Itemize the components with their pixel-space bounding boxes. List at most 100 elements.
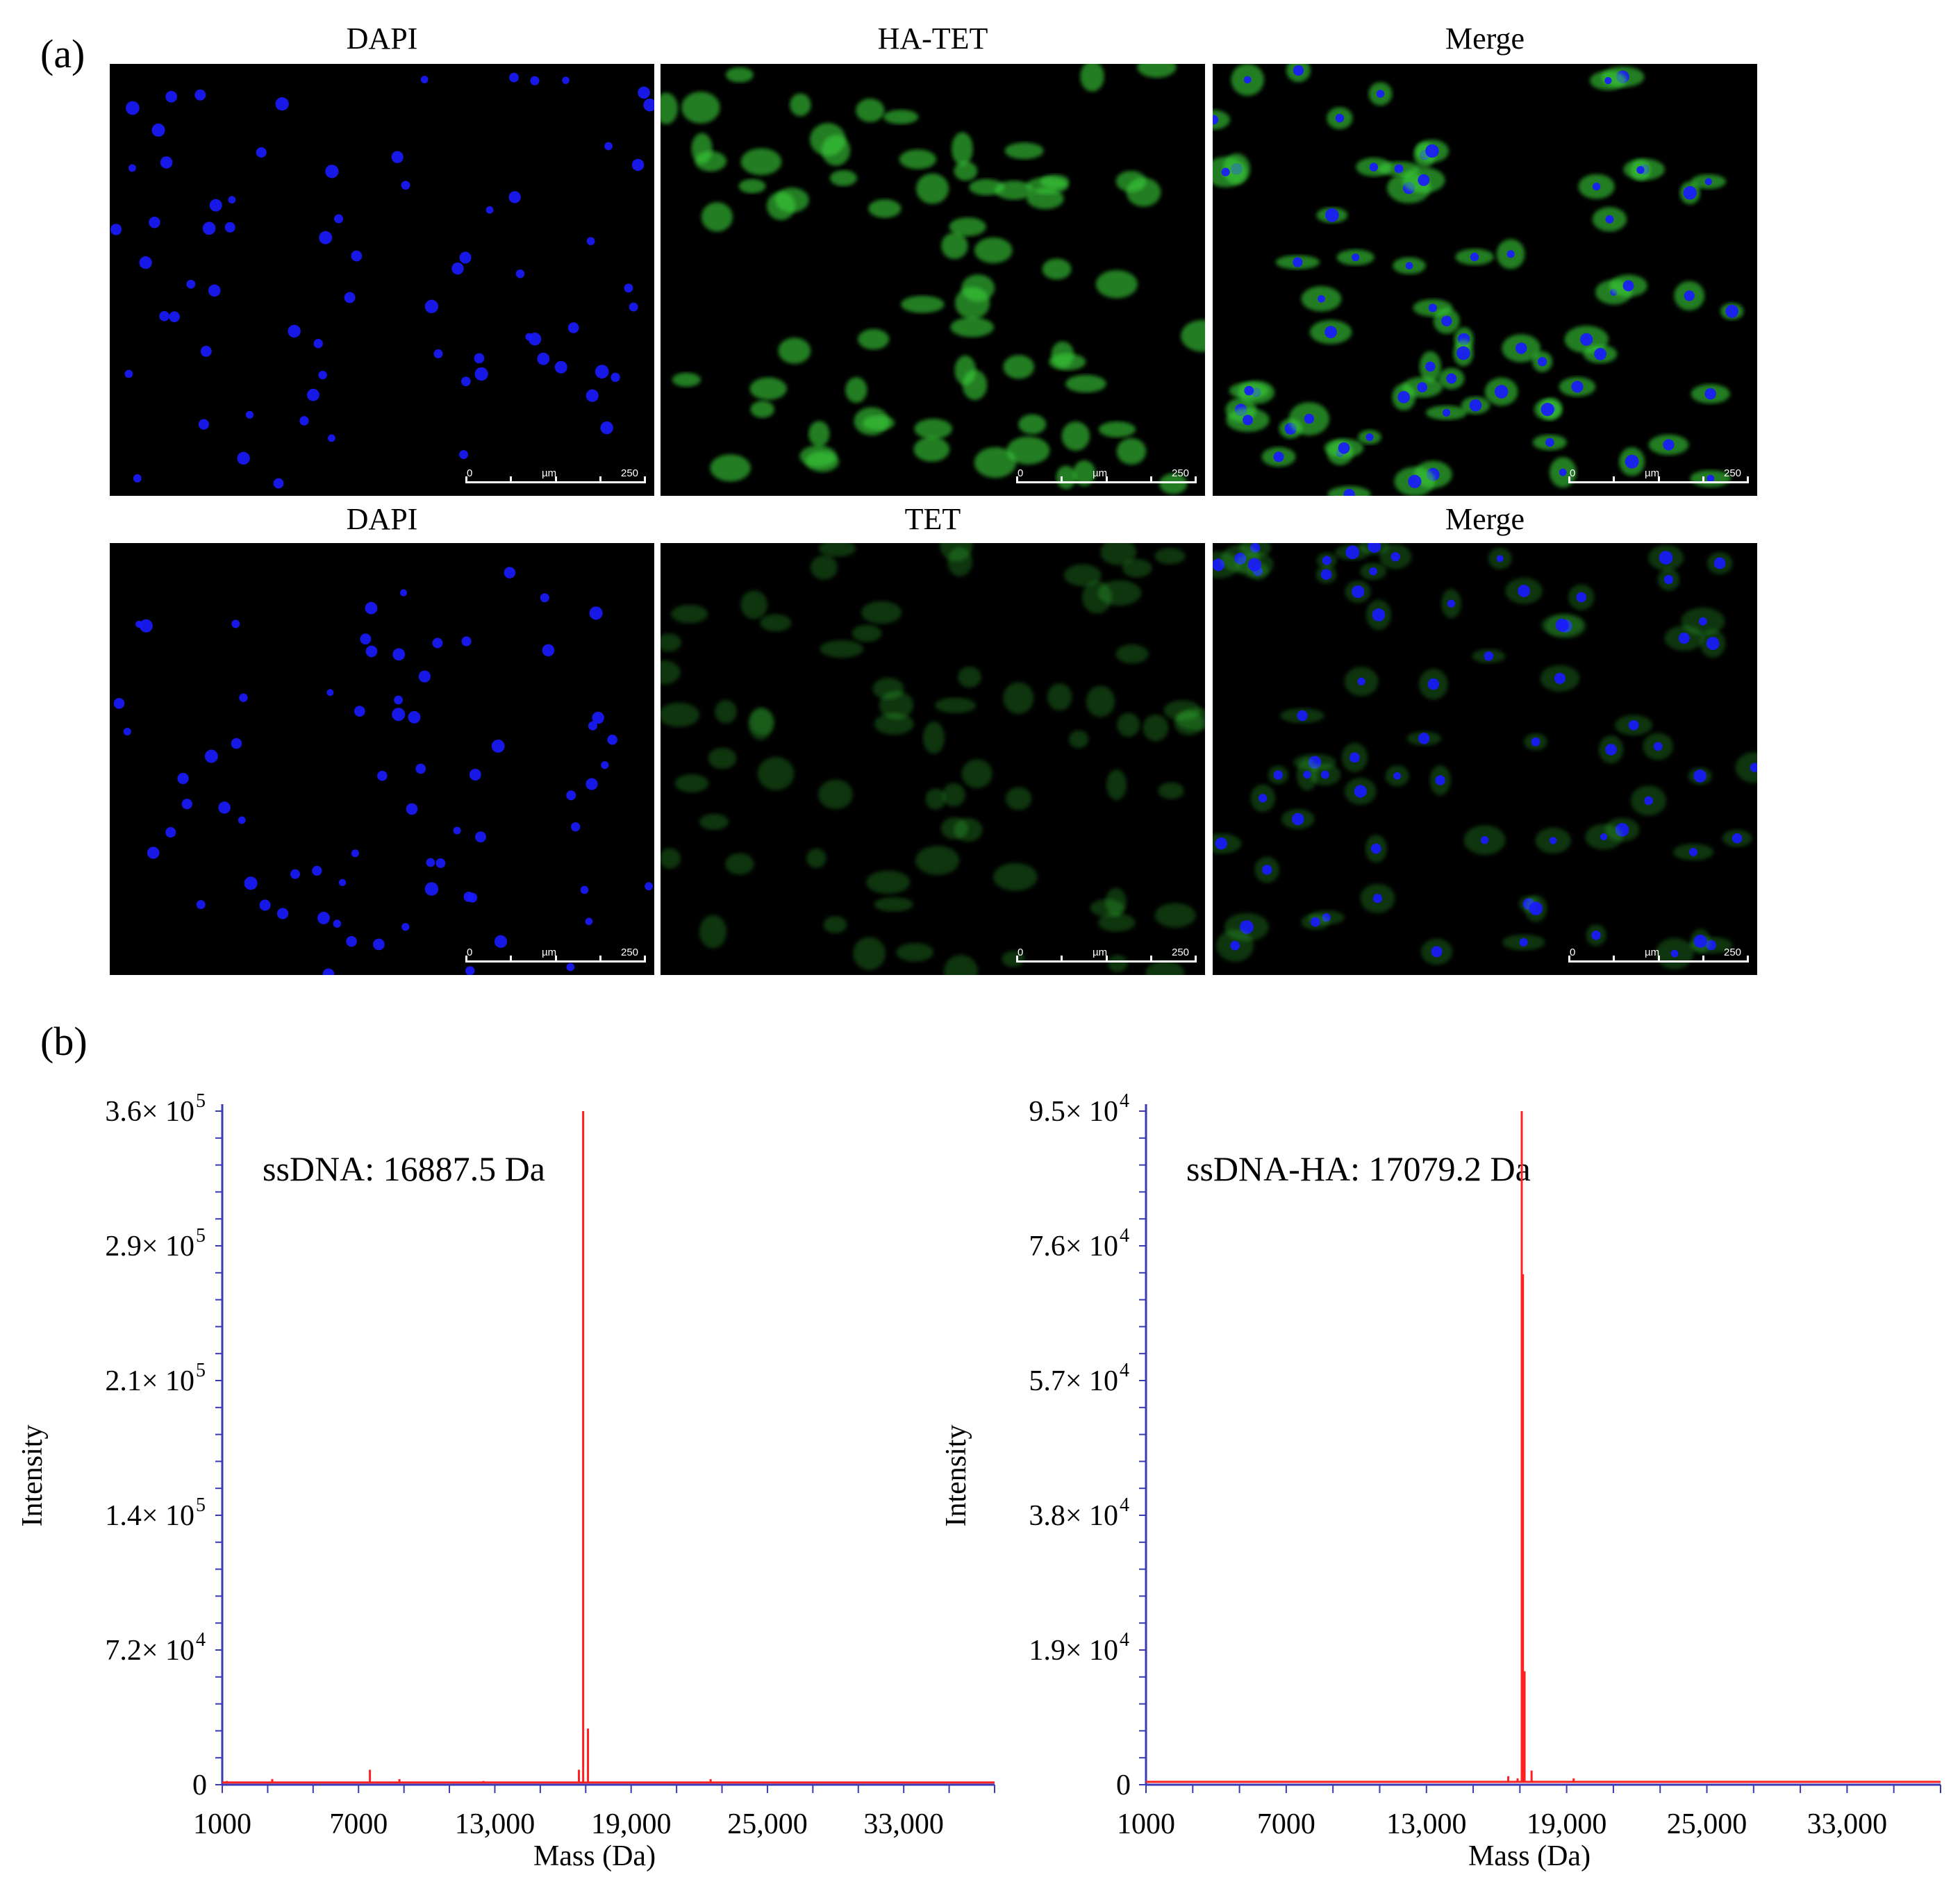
scale-bar-label: 250 bbox=[621, 947, 639, 958]
y-tick-label: 3.8× 10 bbox=[1029, 1500, 1118, 1532]
cell-membrane bbox=[1100, 543, 1137, 565]
fluorescence-image bbox=[661, 64, 1205, 494]
cell-membrane bbox=[829, 169, 857, 186]
cell-nucleus bbox=[113, 698, 125, 709]
cell-nucleus bbox=[1376, 90, 1385, 98]
cell-nucleus bbox=[1258, 794, 1268, 803]
cell-nucleus bbox=[165, 90, 178, 103]
cell-nucleus bbox=[1688, 847, 1698, 857]
cell-nucleus bbox=[208, 284, 221, 297]
cell-nucleus bbox=[1519, 938, 1528, 947]
title-tet: TET bbox=[904, 502, 961, 536]
cell-nucleus bbox=[643, 98, 654, 112]
cell-nucleus bbox=[1345, 545, 1360, 560]
cell-membrane bbox=[914, 418, 952, 440]
cell-nucleus bbox=[1469, 399, 1482, 412]
fluorescence-image bbox=[661, 543, 1205, 975]
cell-nucleus bbox=[1480, 835, 1489, 844]
cell-membrane bbox=[681, 91, 720, 124]
cell-nucleus bbox=[1357, 677, 1365, 685]
cell-nucleus bbox=[1604, 76, 1612, 85]
cell-membrane bbox=[861, 601, 902, 624]
cell-nucleus bbox=[218, 801, 231, 814]
scale-bar-label: µm bbox=[542, 947, 557, 958]
cell-nucleus bbox=[1678, 632, 1690, 644]
cell-nucleus bbox=[1515, 342, 1527, 354]
cell-membrane bbox=[955, 287, 990, 319]
cell-nucleus bbox=[408, 710, 421, 724]
cell-nucleus bbox=[645, 882, 653, 891]
scale-bar-label: µm bbox=[542, 467, 557, 479]
cell-nucleus bbox=[1397, 391, 1410, 403]
cell-nucleus bbox=[1713, 557, 1726, 569]
cell-membrane bbox=[708, 747, 737, 769]
cell-nucleus bbox=[461, 376, 471, 387]
cell-membrane bbox=[1143, 714, 1169, 742]
cell-membrane bbox=[672, 372, 701, 387]
cell-nucleus bbox=[1494, 385, 1509, 399]
cell-nucleus bbox=[1427, 678, 1440, 690]
scale-bar-label: 0 bbox=[1018, 947, 1024, 958]
cell-nucleus bbox=[1310, 917, 1320, 927]
cell-membrane bbox=[811, 555, 838, 580]
cell-nucleus bbox=[200, 345, 212, 357]
cell-nucleus bbox=[377, 770, 388, 781]
cell-nucleus bbox=[537, 352, 550, 365]
cell-nucleus bbox=[475, 831, 486, 843]
scale-bar: 0 µm 250 bbox=[1016, 942, 1197, 969]
cell-nucleus bbox=[566, 790, 576, 801]
x-tick-label: 25,000 bbox=[1667, 1808, 1747, 1840]
peak-annotation: ssDNA-HA: 17079.2 Da bbox=[1186, 1149, 1531, 1188]
cell-nucleus bbox=[491, 739, 505, 753]
cell-nucleus bbox=[1320, 770, 1329, 779]
cell-nucleus bbox=[1470, 252, 1479, 262]
y-tick-exponent: 4 bbox=[1120, 1225, 1129, 1247]
mass-spectrum-ssdna-ha: 0 1.9× 10 4 3.8× 10 4 5.7× 10 4 7.6× 10 4 9.5× 10… bbox=[924, 1083, 1960, 1897]
cell-nucleus bbox=[1545, 438, 1554, 447]
cell-membrane bbox=[823, 916, 847, 933]
y-tick-label: 2.1× 10 bbox=[105, 1365, 194, 1397]
cell-membrane bbox=[748, 707, 774, 740]
cell-membrane bbox=[1163, 700, 1202, 721]
cell-membrane bbox=[995, 181, 1033, 200]
cell-nucleus bbox=[1750, 762, 1757, 772]
cell-nucleus bbox=[1594, 347, 1607, 360]
cell-nucleus bbox=[1659, 551, 1673, 565]
cell-membrane bbox=[856, 98, 885, 122]
x-tick-label: 1000 bbox=[1117, 1808, 1175, 1840]
cell-membrane bbox=[1003, 682, 1034, 715]
cell-nucleus bbox=[1555, 618, 1569, 632]
y-tick-exponent: 5 bbox=[196, 1494, 206, 1516]
cell-membrane bbox=[1064, 564, 1102, 587]
cell-membrane bbox=[1027, 188, 1064, 210]
cell-nucleus bbox=[592, 711, 604, 724]
cell-nucleus bbox=[401, 923, 410, 931]
cell-membrane bbox=[671, 604, 708, 624]
cell-nucleus bbox=[394, 695, 403, 705]
cell-nucleus bbox=[1273, 451, 1284, 462]
cell-nucleus bbox=[1352, 253, 1360, 262]
cell-nucleus bbox=[459, 450, 469, 460]
cell-membrane bbox=[923, 721, 945, 754]
cell-nucleus bbox=[607, 734, 617, 745]
cell-membrane bbox=[1061, 421, 1090, 451]
cell-nucleus bbox=[638, 86, 650, 99]
cell-nucleus bbox=[1571, 381, 1584, 393]
cell-membrane bbox=[749, 377, 787, 400]
cell-nucleus bbox=[1297, 710, 1308, 722]
cell-nucleus bbox=[566, 962, 575, 972]
cell-nucleus bbox=[1262, 865, 1272, 875]
cell-nucleus bbox=[1625, 454, 1639, 469]
cell-nucleus bbox=[604, 142, 613, 151]
cell-nucleus bbox=[1393, 772, 1402, 780]
cell-nucleus bbox=[463, 892, 474, 902]
cell-nucleus bbox=[275, 97, 289, 111]
scale-bar-label: 0 bbox=[1018, 467, 1024, 479]
cell-nucleus bbox=[346, 935, 357, 947]
scale-bar-label: 0 bbox=[467, 947, 473, 958]
cell-nucleus bbox=[259, 899, 271, 911]
cell-nucleus bbox=[139, 256, 152, 269]
cell-membrane bbox=[778, 338, 811, 364]
cell-nucleus bbox=[525, 333, 533, 341]
cell-membrane bbox=[845, 377, 867, 403]
